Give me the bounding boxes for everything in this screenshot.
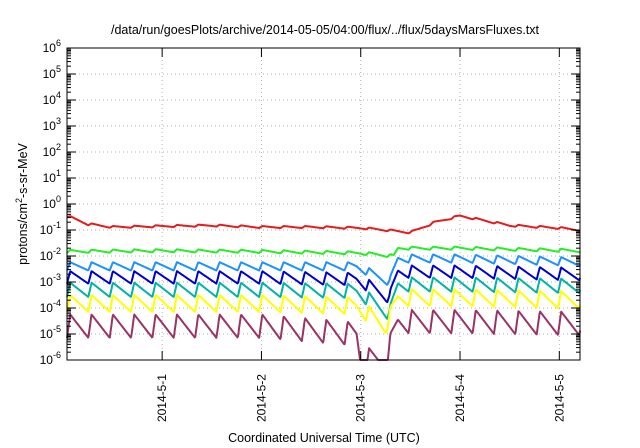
x-tick-label: 2014-5-3 xyxy=(354,374,368,422)
y-tick-exponent: -3 xyxy=(53,272,61,282)
y-tick-exponent: 4 xyxy=(56,90,61,100)
y-tick-exponent: 5 xyxy=(56,64,61,74)
series-line xyxy=(66,253,581,286)
y-tick-exponent: -1 xyxy=(53,220,61,230)
series-line xyxy=(66,214,581,235)
y-tick-base: 10 xyxy=(43,93,57,107)
y-tick-label: 10-4 xyxy=(40,298,61,315)
y-tick-label: 106 xyxy=(43,38,61,55)
y-tick-base: 10 xyxy=(40,275,54,289)
y-tick-label: 100 xyxy=(43,194,61,211)
y-tick-label: 105 xyxy=(43,64,61,81)
x-tick-label: 2014-5-1 xyxy=(155,374,169,422)
y-tick-label: 101 xyxy=(43,168,61,185)
y-tick-exponent: 6 xyxy=(56,38,61,48)
series-line xyxy=(66,245,581,258)
y-tick-base: 10 xyxy=(43,119,57,133)
x-tick-label: 2014-5-4 xyxy=(453,374,467,422)
y-tick-exponent: 0 xyxy=(56,194,61,204)
x-tick-labels: 2014-5-1 2014-5-2 2014-5-3 2014-5-4 2014-5-5 xyxy=(155,374,566,422)
y-tick-exponent: -5 xyxy=(53,324,61,334)
axis-ticks xyxy=(67,47,580,361)
y-tick-label: 10-1 xyxy=(40,220,61,237)
y-tick-exponent: 3 xyxy=(56,116,61,126)
y-tick-label: 102 xyxy=(43,142,61,159)
y-tick-labels: 10-610-510-410-310-210-11001011021031041… xyxy=(40,38,61,367)
y-tick-label: 10-5 xyxy=(40,324,61,341)
y-tick-label: 10-2 xyxy=(40,246,61,263)
y-tick-base: 10 xyxy=(40,249,54,263)
series-line xyxy=(66,264,581,304)
y-tick-exponent: 1 xyxy=(56,168,61,178)
y-tick-base: 10 xyxy=(40,353,54,367)
y-axis-label: protons/cm2-s-sr-MeV xyxy=(14,142,30,264)
y-tick-base: 10 xyxy=(43,171,57,185)
y-tick-label: 10-3 xyxy=(40,272,61,289)
chart-title: /data/run/goesPlots/archive/2014-05-05/0… xyxy=(111,23,540,37)
y-tick-base: 10 xyxy=(43,67,57,81)
y-tick-label: 10-6 xyxy=(40,350,61,367)
x-tick-label: 2014-5-2 xyxy=(254,374,268,422)
y-tick-base: 10 xyxy=(43,145,57,159)
y-tick-label: 103 xyxy=(43,116,61,133)
y-axis-label-sup: 2 xyxy=(14,198,24,203)
y-tick-base: 10 xyxy=(40,327,54,341)
series-line xyxy=(66,276,581,320)
y-tick-exponent: 2 xyxy=(56,142,61,152)
x-tick-label: 2014-5-5 xyxy=(552,374,566,422)
y-tick-exponent: -6 xyxy=(53,350,61,360)
y-axis-label-base: protons/cm xyxy=(16,203,30,265)
series-line xyxy=(66,288,581,334)
y-tick-base: 10 xyxy=(40,223,54,237)
series-line xyxy=(66,309,581,361)
y-tick-exponent: -2 xyxy=(53,246,61,256)
x-axis-label: Coordinated Universal Time (UTC) xyxy=(228,431,420,445)
y-tick-label: 104 xyxy=(43,90,61,107)
y-tick-base: 10 xyxy=(43,41,57,55)
y-tick-exponent: -4 xyxy=(53,298,61,308)
y-tick-base: 10 xyxy=(43,197,57,211)
y-tick-base: 10 xyxy=(40,301,54,315)
y-axis-label-rest: -s-sr-MeV xyxy=(16,142,30,198)
series-lines xyxy=(66,214,581,361)
